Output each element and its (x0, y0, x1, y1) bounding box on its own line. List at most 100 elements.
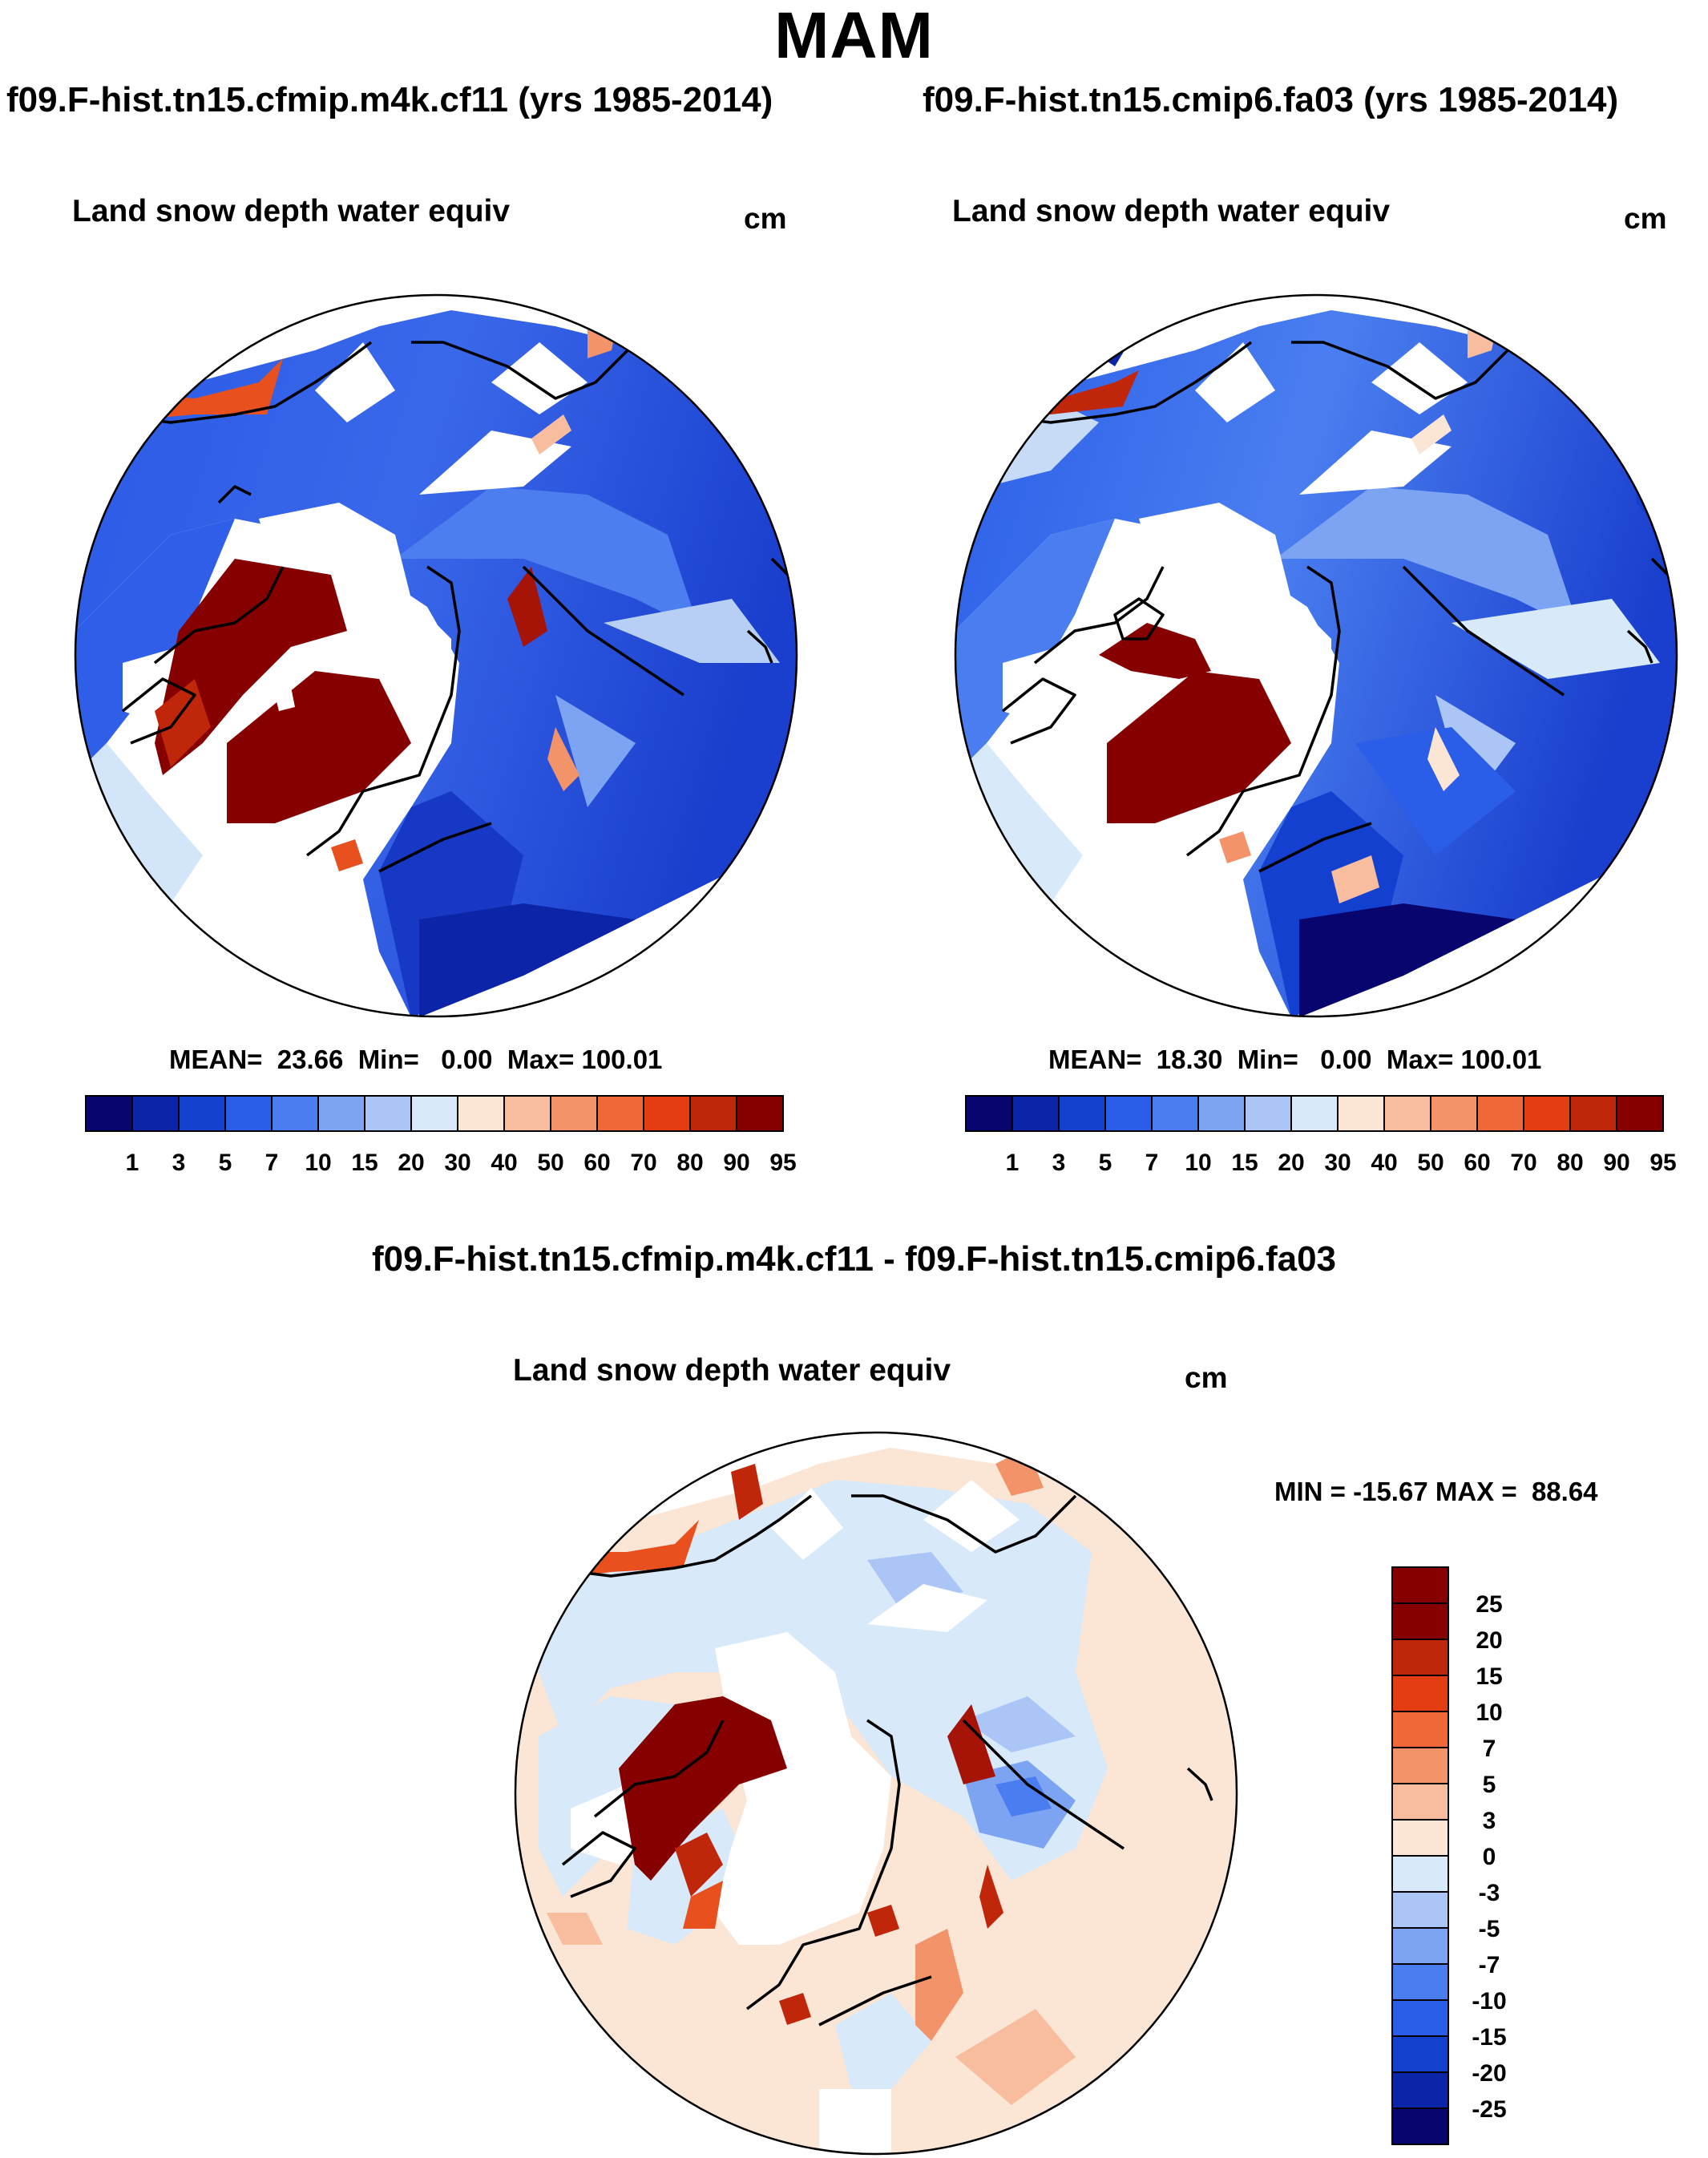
difference-polar-map (514, 1431, 1238, 2156)
control-colorbar-label-7: 30 (1324, 1150, 1351, 1176)
control-colorbar-box-9 (1383, 1095, 1431, 1132)
difference-colorbar-label-9: -5 (1479, 1916, 1500, 1942)
case-colorbar-label-3: 7 (265, 1150, 279, 1176)
difference-colorbar-label-14: -25 (1472, 2096, 1506, 2123)
difference-colorbar-label-13: -20 (1472, 2060, 1506, 2087)
case-colorbar-label-10: 60 (583, 1150, 610, 1176)
control-colorbar-box-0 (965, 1095, 1013, 1132)
case-colorbar-box-0 (85, 1095, 133, 1132)
control-colorbar-box-4 (1151, 1095, 1199, 1132)
case-colorbar-label-11: 70 (630, 1150, 656, 1176)
difference-colorbar-label-7: 0 (1483, 1844, 1496, 1870)
difference-colorbar-box-3 (1391, 1675, 1449, 1712)
case-colorbar-box-5 (317, 1095, 365, 1132)
control-colorbar: 1 3 5 7 10 15 20 30 40 50 60 70 80 90 95 (965, 1095, 1677, 1176)
difference-colorbar-label-1: 20 (1476, 1627, 1502, 1654)
difference-colorbar-box-0 (1391, 1566, 1449, 1604)
control-colorbar-label-0: 1 (1006, 1150, 1020, 1176)
control-colorbar-label-3: 7 (1145, 1150, 1159, 1176)
difference-colorbar-label-5: 5 (1483, 1772, 1496, 1798)
difference-colorbar-label-6: 3 (1483, 1808, 1496, 1834)
case-colorbar-box-14 (736, 1095, 784, 1132)
difference-colorbar-label-3: 10 (1476, 1699, 1502, 1726)
case-colorbar-label-4: 10 (305, 1150, 331, 1176)
difference-colorbar-box-2 (1391, 1639, 1449, 1676)
difference-variable-label: Land snow depth water equiv (513, 1353, 951, 1388)
difference-colorbar-label-11: -10 (1472, 1988, 1506, 2015)
difference-colorbar-box-9 (1391, 1891, 1449, 1929)
control-colorbar-label-10: 60 (1464, 1150, 1490, 1176)
case-colorbar-box-8 (457, 1095, 505, 1132)
difference-colorbar-label-0: 25 (1476, 1591, 1502, 1618)
control-colorbar-label-13: 90 (1603, 1150, 1629, 1176)
control-colorbar-box-2 (1058, 1095, 1106, 1132)
control-colorbar-label-5: 15 (1231, 1150, 1258, 1176)
control-colorbar-box-1 (1011, 1095, 1060, 1132)
control-run-title: f09.F-hist.tn15.cmip6.fa03 (yrs 1985-201… (923, 80, 1619, 119)
case-colorbar-label-13: 90 (723, 1150, 749, 1176)
difference-colorbar-box-4 (1391, 1711, 1449, 1748)
control-colorbar-label-4: 10 (1185, 1150, 1211, 1176)
control-colorbar-box-3 (1104, 1095, 1153, 1132)
case-colorbar-box-4 (271, 1095, 319, 1132)
case-colorbar-boxes (85, 1095, 784, 1132)
difference-colorbar-box-15 (1391, 2107, 1449, 2145)
difference-colorbar-label-4: 7 (1483, 1736, 1496, 1762)
difference-colorbar-box-7 (1391, 1819, 1449, 1857)
difference-colorbar-label-12: -15 (1472, 2024, 1506, 2051)
control-colorbar-box-13 (1569, 1095, 1617, 1132)
difference-colorbar-box-5 (1391, 1747, 1449, 1784)
case-colorbar-box-11 (596, 1095, 644, 1132)
difference-min-max: MIN = -15.67 MAX = 88.64 (1274, 1477, 1598, 1506)
difference-units-label: cm (1185, 1361, 1228, 1394)
case-colorbar-label-1: 3 (172, 1150, 186, 1176)
case-variable-label: Land snow depth water equiv (72, 194, 511, 228)
case-colorbar-label-2: 5 (219, 1150, 232, 1176)
difference-run-title: f09.F-hist.tn15.cfmip.m4k.cf11 - f09.F-h… (371, 1239, 1337, 1279)
control-colorbar-box-7 (1290, 1095, 1339, 1132)
case-colorbar-labels: 1 3 5 7 10 15 20 30 40 50 60 70 80 90 95 (126, 1150, 797, 1176)
case-colorbar-label-0: 1 (126, 1150, 139, 1176)
control-colorbar-box-14 (1616, 1095, 1664, 1132)
case-units-label: cm (744, 202, 787, 235)
case-stats: MEAN= 23.66 Min= 0.00 Max= 100.01 (169, 1045, 663, 1074)
control-polar-map (954, 293, 1678, 1018)
control-colorbar-labels: 1 3 5 7 10 15 20 30 40 50 60 70 80 90 95 (1006, 1150, 1677, 1176)
control-colorbar-label-12: 80 (1557, 1150, 1583, 1176)
case-colorbar-box-12 (643, 1095, 691, 1132)
difference-colorbar-label-2: 15 (1476, 1663, 1502, 1690)
control-colorbar-label-2: 5 (1099, 1150, 1112, 1176)
case-colorbar-box-6 (364, 1095, 412, 1132)
control-colorbar-box-5 (1197, 1095, 1246, 1132)
case-colorbar-box-7 (410, 1095, 458, 1132)
control-colorbar-label-6: 20 (1278, 1150, 1304, 1176)
season-title: MAM (774, 0, 934, 72)
case-colorbar-box-3 (224, 1095, 273, 1132)
case-colorbar-label-12: 80 (676, 1150, 703, 1176)
control-stats: MEAN= 18.30 Min= 0.00 Max= 100.01 (1048, 1045, 1542, 1074)
control-variable-label: Land snow depth water equiv (952, 194, 1391, 228)
control-colorbar-label-8: 40 (1371, 1150, 1397, 1176)
case-colorbar-label-6: 20 (398, 1150, 424, 1176)
case-colorbar: 1 3 5 7 10 15 20 30 40 50 60 70 80 90 95 (85, 1095, 797, 1176)
control-colorbar-box-10 (1430, 1095, 1478, 1132)
case-colorbar-box-13 (689, 1095, 737, 1132)
case-colorbar-label-7: 30 (444, 1150, 470, 1176)
difference-colorbar-box-6 (1391, 1783, 1449, 1821)
difference-colorbar-label-10: -7 (1479, 1952, 1500, 1978)
case-colorbar-box-10 (550, 1095, 598, 1132)
case-colorbar-label-5: 15 (351, 1150, 378, 1176)
case-colorbar-label-8: 40 (491, 1150, 517, 1176)
control-units-label: cm (1624, 202, 1667, 235)
difference-colorbar-box-1 (1391, 1602, 1449, 1640)
control-colorbar-label-9: 50 (1417, 1150, 1444, 1176)
difference-colorbar-labels: 25 20 15 10 7 5 3 0 -3 -5 -7 -10 -15 -20 -25 (1472, 1591, 1506, 2123)
control-colorbar-box-8 (1337, 1095, 1385, 1132)
case-colorbar-label-9: 50 (537, 1150, 563, 1176)
difference-colorbar-box-12 (1391, 1999, 1449, 2037)
case-colorbar-label-14: 95 (769, 1150, 796, 1176)
difference-colorbar-label-8: -3 (1479, 1880, 1500, 1906)
difference-colorbar-box-8 (1391, 1855, 1449, 1893)
control-colorbar-box-6 (1244, 1095, 1292, 1132)
control-colorbar-boxes (965, 1095, 1664, 1132)
